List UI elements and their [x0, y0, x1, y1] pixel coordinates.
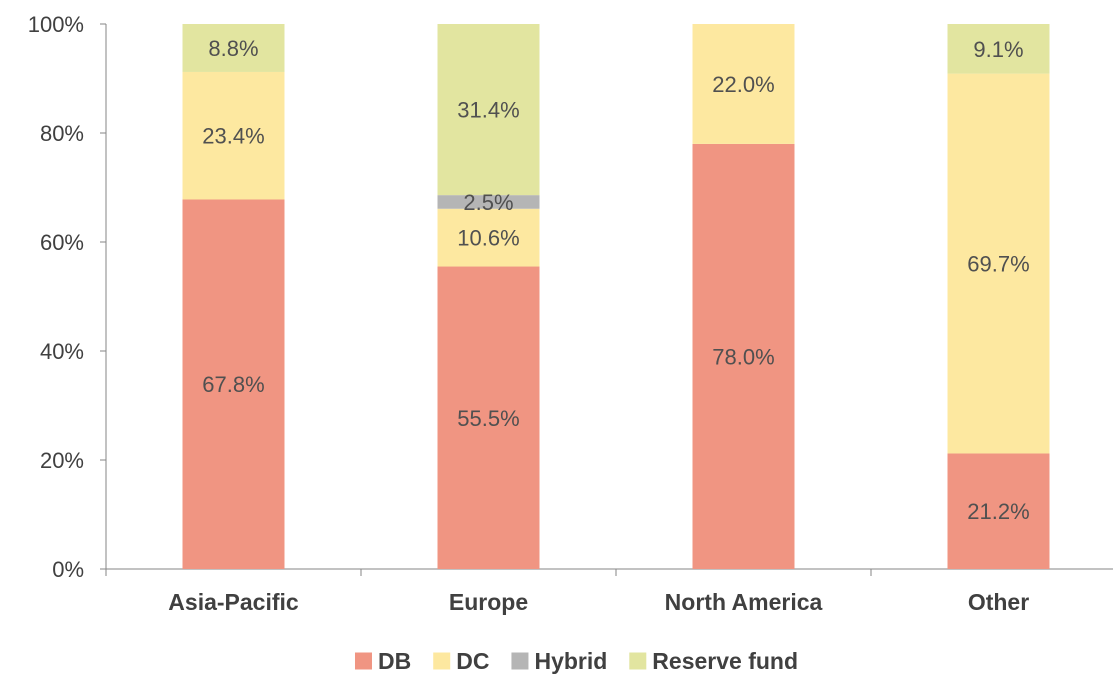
bar-segment-reserve-fund: [437, 24, 540, 196]
x-category-label: North America: [665, 589, 823, 615]
x-category-label: Other: [968, 589, 1029, 615]
y-tick-label: 0%: [52, 557, 84, 582]
legend-label-dc: DC: [456, 648, 489, 674]
legend-swatch-dc: [433, 652, 451, 670]
legend-label-reserve-fund: Reserve fund: [652, 648, 798, 674]
data-label: 78.0%: [712, 344, 774, 369]
legend-label-hybrid: Hybrid: [534, 648, 607, 674]
bar-segment-dc: [947, 73, 1050, 454]
data-label: 55.5%: [457, 406, 519, 431]
data-label: 10.6%: [457, 226, 519, 251]
data-label: 67.8%: [202, 372, 264, 397]
y-tick-label: 80%: [40, 121, 84, 146]
x-category-label: Asia-Pacific: [168, 589, 299, 615]
bar-segment-db: [182, 199, 285, 570]
data-label: 21.2%: [967, 499, 1029, 524]
legend-swatch-hybrid: [511, 652, 529, 670]
y-tick-label: 100%: [28, 12, 84, 37]
data-label: 2.5%: [463, 190, 513, 215]
bar-segment-db: [947, 453, 1050, 569]
y-tick-label: 40%: [40, 339, 84, 364]
axes: 0% 20% 40% 60% 80% 100% Asia-Pacific Europe Nort…: [28, 12, 1113, 615]
bar-segment-dc: [437, 208, 540, 267]
y-tick-label: 60%: [40, 230, 84, 255]
bar-segment-db: [437, 266, 540, 569]
legend-swatch-db: [354, 652, 372, 670]
data-labels: 67.8% 23.4% 8.8% 55.5% 10.6% 2.5% 31.4% 78.0% 22…: [202, 36, 1029, 524]
x-category-label: Europe: [449, 589, 528, 615]
data-label: 23.4%: [202, 124, 264, 149]
bar-segment-hybrid: [437, 195, 540, 209]
legend-label-db: DB: [378, 648, 411, 674]
bar-segment-db: [692, 143, 795, 569]
bars: [182, 24, 1050, 570]
legend-swatch-reserve-fund: [629, 652, 647, 670]
data-label: 8.8%: [208, 36, 258, 61]
data-label: 31.4%: [457, 98, 519, 123]
data-label: 22.0%: [712, 72, 774, 97]
data-label: 9.1%: [973, 37, 1023, 62]
bar-segment-dc: [182, 71, 285, 200]
data-label: 69.7%: [967, 252, 1029, 277]
y-tick-label: 20%: [40, 448, 84, 473]
bar-segment-reserve-fund: [182, 24, 285, 72]
legend: DB DC Hybrid Reserve fund: [354, 648, 798, 674]
bar-segment-reserve-fund: [947, 24, 1050, 74]
bar-segment-dc: [692, 24, 795, 144]
